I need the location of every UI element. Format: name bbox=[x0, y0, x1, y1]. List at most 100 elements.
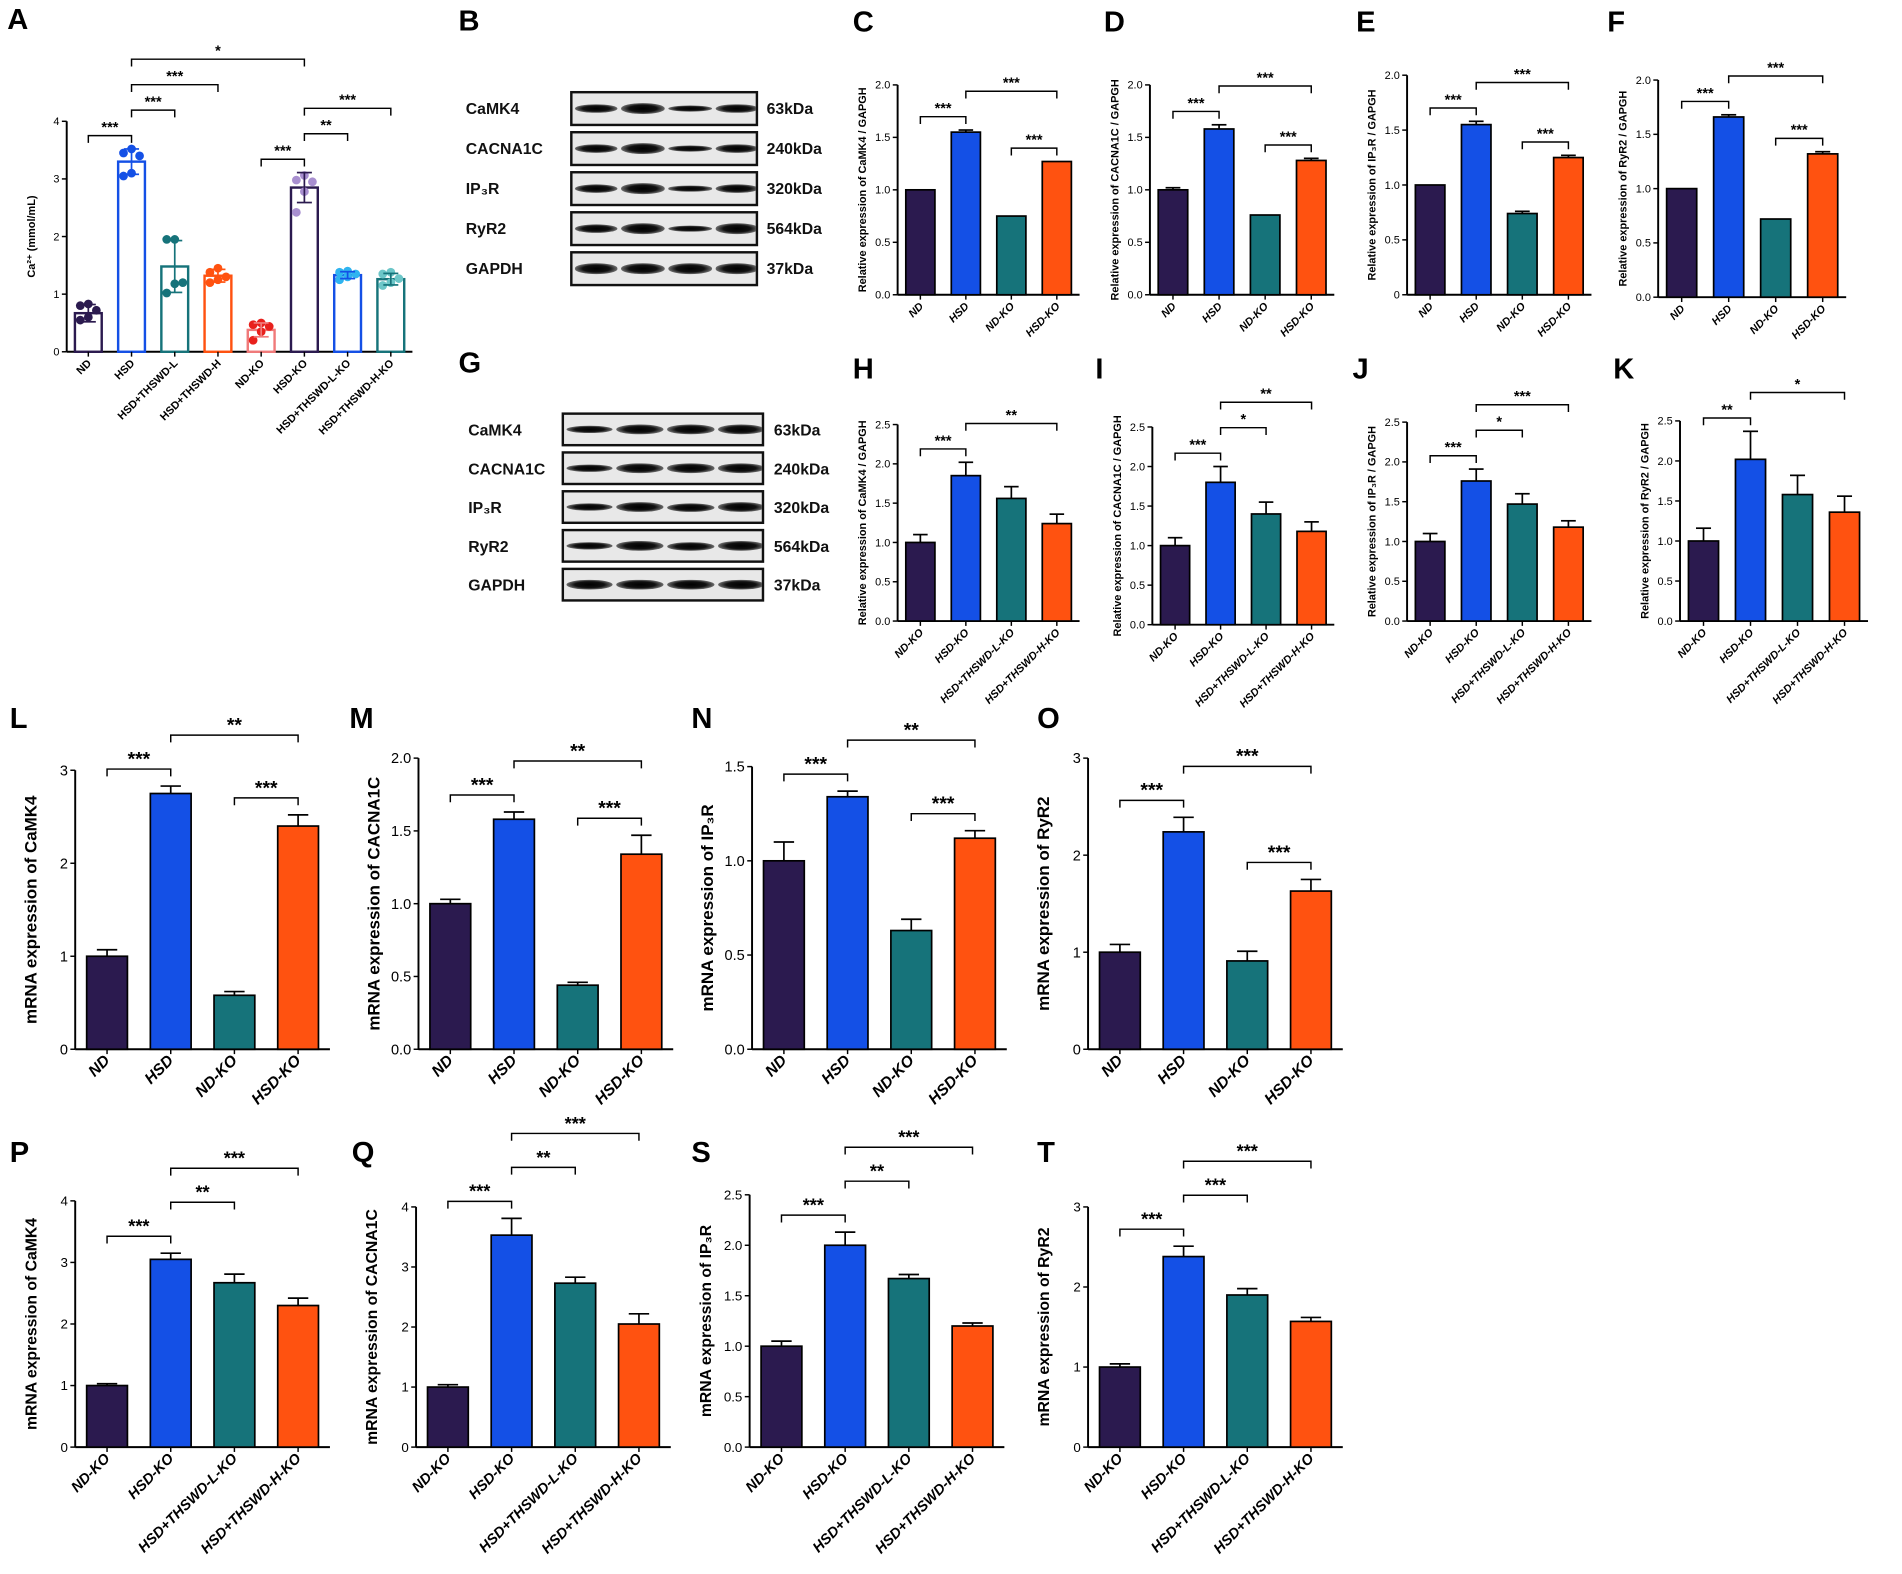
x-tick-label: HSD-KO bbox=[125, 1450, 177, 1502]
significance-bracket bbox=[1218, 85, 1312, 94]
data-point bbox=[335, 275, 344, 285]
x-tick-label: ND-KO bbox=[1147, 630, 1181, 664]
x-tick-label: HSD bbox=[113, 357, 138, 382]
y-axis-label: Relative expression of CACNA1C / GAPGH bbox=[1112, 415, 1124, 636]
y-tick-label: 1.0 bbox=[1385, 536, 1400, 548]
x-tick-label: ND-KO bbox=[192, 1052, 241, 1101]
significance-bracket bbox=[780, 1214, 846, 1223]
significance-bracket bbox=[170, 1167, 299, 1176]
protein-band bbox=[668, 186, 712, 192]
bar bbox=[762, 859, 806, 1051]
y-axis-label: mRNA expression of RyR2 bbox=[1036, 1227, 1053, 1426]
protein-band bbox=[621, 263, 665, 274]
y-tick-label: 1.5 bbox=[875, 132, 890, 144]
y-tick-label: 1.0 bbox=[875, 537, 890, 549]
significance-bracket bbox=[106, 1235, 172, 1244]
significance-label: ** bbox=[1006, 408, 1018, 424]
blot-kda-label: 564kDa bbox=[766, 219, 822, 238]
significance-label: *** bbox=[932, 793, 955, 815]
y-tick-label: 0.5 bbox=[1385, 235, 1400, 247]
protein-band bbox=[667, 424, 714, 434]
blot-protein-label: GAPDH bbox=[468, 576, 526, 595]
y-tick-label: 1 bbox=[1073, 1360, 1080, 1375]
y-tick-label: 0 bbox=[61, 1440, 68, 1455]
x-tick-label: HSD-KO bbox=[466, 1450, 518, 1502]
y-axis-label: Ca²⁺ (mmol/mL) bbox=[26, 195, 38, 277]
y-tick-label: 0.5 bbox=[1658, 576, 1673, 588]
y-tick-label: 2.0 bbox=[875, 80, 890, 92]
x-tick-label: ND-KO bbox=[1748, 303, 1782, 337]
significance-bracket bbox=[1174, 452, 1222, 461]
x-tick-label: HSD-KO bbox=[1443, 626, 1482, 665]
y-tick-label: 2.5 bbox=[1385, 417, 1400, 429]
bar bbox=[1226, 960, 1269, 1051]
bar bbox=[213, 994, 256, 1051]
significance-label: ** bbox=[870, 1162, 885, 1182]
panel-letter: L bbox=[10, 703, 28, 735]
bar bbox=[276, 825, 320, 1051]
significance-bracket bbox=[1182, 765, 1312, 774]
significance-label: ** bbox=[904, 720, 920, 742]
y-tick-label: 1 bbox=[401, 1380, 408, 1395]
protein-band bbox=[717, 541, 762, 551]
bar bbox=[953, 837, 997, 1051]
data-point bbox=[75, 301, 85, 311]
panel-letter: P bbox=[10, 1137, 29, 1169]
significance-bracket bbox=[130, 109, 176, 118]
y-tick-label: 1.0 bbox=[724, 1339, 743, 1354]
x-tick-label: HSD-KO bbox=[1278, 300, 1317, 339]
y-axis-label: Relative expression of RyR2 / GAPGH bbox=[1618, 91, 1630, 287]
y-tick-label: 0.5 bbox=[391, 970, 411, 986]
significance-label: ** bbox=[1260, 387, 1272, 403]
significance-bracket bbox=[130, 83, 219, 92]
significance-bracket bbox=[1475, 404, 1570, 413]
x-tick-label: HSD-KO bbox=[1187, 630, 1226, 669]
significance-bracket bbox=[303, 133, 349, 142]
x-tick-label: ND-KO bbox=[233, 357, 267, 391]
y-tick-label: 1 bbox=[53, 289, 59, 301]
bar bbox=[1205, 481, 1236, 626]
panel-letter: T bbox=[1037, 1137, 1055, 1169]
bar bbox=[116, 160, 147, 353]
y-axis-label: Relative expression of RyR2 / GAPGH bbox=[1639, 423, 1651, 619]
x-tick-label: ND bbox=[85, 1052, 113, 1080]
protein-band bbox=[715, 103, 756, 114]
blot-protein-label: RyR2 bbox=[468, 537, 509, 556]
significance-bracket bbox=[1727, 75, 1824, 84]
data-point bbox=[119, 148, 128, 158]
protein-band bbox=[616, 579, 664, 590]
blot-row bbox=[561, 528, 765, 563]
significance-label: ** bbox=[570, 740, 586, 762]
y-tick-label: 3 bbox=[401, 1260, 408, 1275]
significance-label: ** bbox=[227, 714, 243, 736]
significance-label: *** bbox=[1697, 86, 1714, 102]
significance-bracket bbox=[844, 1146, 974, 1155]
significance-label: *** bbox=[1268, 842, 1291, 864]
significance-bracket bbox=[1774, 137, 1824, 146]
chart-panel-C: C 0.0 0.5 1.0 1.5 2.0 Relative expression of C… bbox=[853, 7, 1080, 339]
y-tick-label: 0.5 bbox=[1130, 580, 1145, 592]
bar bbox=[1460, 480, 1492, 622]
data-point bbox=[394, 274, 404, 283]
bar bbox=[1296, 530, 1327, 626]
protein-band bbox=[717, 424, 762, 435]
significance-label: *** bbox=[1026, 133, 1043, 149]
data-point bbox=[248, 335, 258, 345]
bar bbox=[1665, 187, 1698, 299]
protein-band bbox=[574, 184, 618, 193]
chart-panel-E: E 0 0.5 1.0 1.5 2.0 Relative expression of IP₃… bbox=[1356, 7, 1592, 339]
y-tick-label: 3 bbox=[61, 1255, 68, 1270]
protein-band bbox=[668, 263, 712, 274]
x-tick-label: HSD-KO bbox=[271, 357, 310, 396]
y-tick-label: 2.0 bbox=[724, 1238, 743, 1253]
data-point bbox=[291, 207, 301, 217]
data-point bbox=[205, 278, 215, 287]
significance-bracket bbox=[130, 58, 306, 67]
panel-letter: M bbox=[349, 703, 373, 735]
y-tick-label: 0.0 bbox=[725, 1042, 745, 1058]
bar bbox=[1687, 540, 1720, 622]
x-tick-label: HSD bbox=[1155, 1052, 1191, 1088]
panel-letter: H bbox=[853, 353, 874, 385]
